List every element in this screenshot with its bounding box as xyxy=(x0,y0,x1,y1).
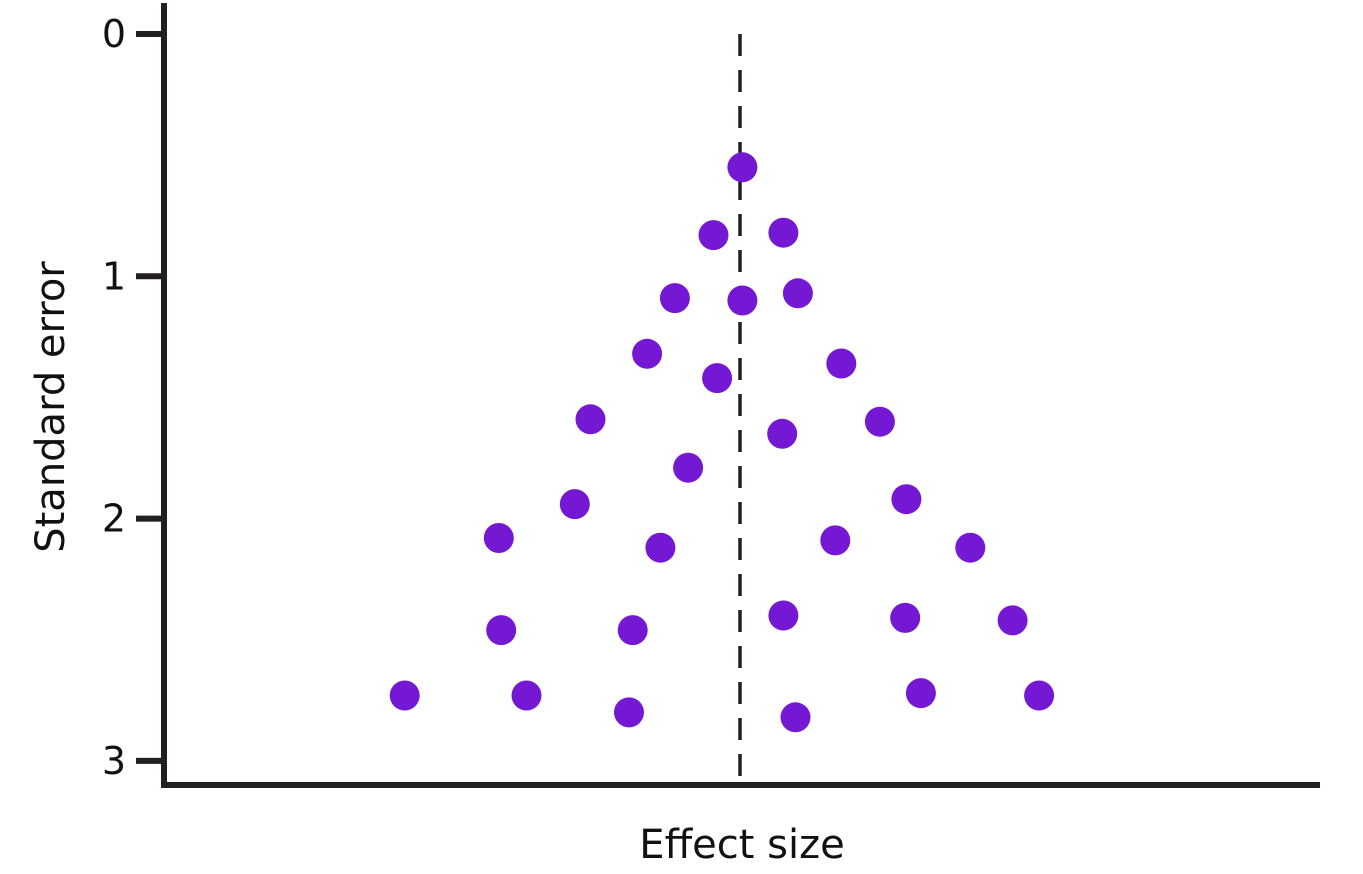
data-point xyxy=(511,680,542,711)
data-point xyxy=(702,363,733,394)
data-point xyxy=(632,338,663,369)
data-point xyxy=(1024,680,1055,711)
data-point xyxy=(617,615,648,646)
data-point xyxy=(890,602,921,633)
y-tick-label: 3 xyxy=(102,739,126,783)
data-point xyxy=(659,283,690,314)
data-point xyxy=(575,404,606,435)
data-point xyxy=(727,285,758,316)
data-point xyxy=(826,348,857,379)
data-point xyxy=(727,152,758,183)
data-point xyxy=(698,220,729,251)
y-ticks-layer: 0 1 2 3 xyxy=(102,12,167,783)
y-tick-label: 1 xyxy=(102,254,126,298)
data-point xyxy=(768,600,799,631)
data-points-layer xyxy=(389,152,1055,733)
y-axis-title: Standard error xyxy=(28,261,74,553)
data-point xyxy=(645,532,676,563)
data-point xyxy=(864,406,895,437)
axis-frame xyxy=(161,3,1320,788)
data-point xyxy=(389,680,420,711)
data-point xyxy=(559,489,590,520)
data-point xyxy=(955,532,986,563)
y-tick-label: 2 xyxy=(102,497,126,541)
data-point xyxy=(780,702,811,733)
data-point xyxy=(614,697,644,728)
data-point xyxy=(905,678,936,709)
x-axis-title: Effect size xyxy=(639,822,844,868)
data-point xyxy=(483,523,514,553)
y-tick-label: 0 xyxy=(102,12,126,56)
data-point xyxy=(767,418,798,449)
axes-layer xyxy=(161,3,1320,788)
data-point xyxy=(820,525,851,556)
data-point xyxy=(997,605,1028,636)
data-point xyxy=(673,452,704,483)
data-point xyxy=(486,615,517,646)
data-point xyxy=(782,278,813,309)
data-point xyxy=(891,484,922,515)
data-point xyxy=(768,217,799,248)
